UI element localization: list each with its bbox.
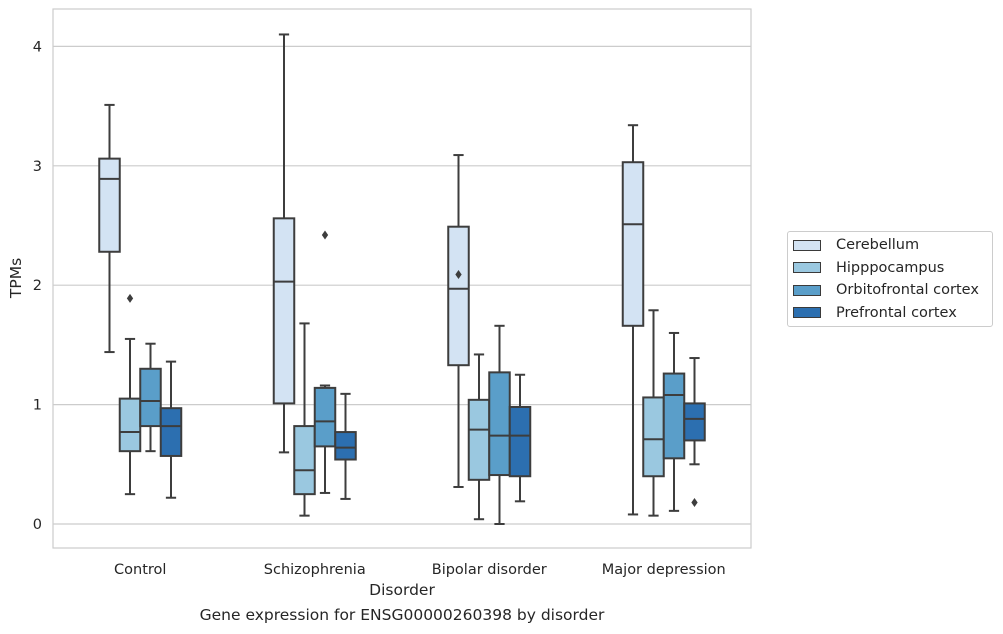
legend-swatch: [793, 307, 821, 318]
outlier-point: [321, 230, 329, 240]
box-iqr: [642, 396, 665, 478]
legend-item: Hipppocampus: [793, 259, 944, 277]
box-orbitofrontal-cortex-2: [488, 324, 511, 525]
x-tick-label: Bipolar disorder: [432, 562, 547, 578]
box-prefrontal-cortex-1: [334, 392, 357, 500]
outlier-point: [691, 498, 698, 508]
legend-label: Hipppocampus: [836, 259, 945, 276]
box-orbitofrontal-cortex-1: [313, 230, 337, 494]
x-tick-label: Major depression: [602, 562, 726, 578]
y-tick-label: 0: [33, 517, 42, 533]
box-hipppocampus-0: [118, 293, 142, 496]
box-iqr: [313, 386, 337, 448]
box-iqr: [334, 431, 357, 461]
box-hipppocampus-3: [642, 309, 665, 517]
box-iqr: [621, 161, 645, 327]
box-iqr: [508, 405, 532, 478]
box-cerebellum-1: [272, 33, 296, 454]
y-tick-label: 4: [33, 39, 42, 55]
box-cerebellum-3: [621, 124, 645, 516]
x-tick-label: Schizophrenia: [264, 562, 366, 578]
box-iqr: [272, 217, 296, 405]
outlier-point: [455, 269, 462, 279]
legend-label: Orbitofrontal cortex: [836, 282, 979, 298]
y-tick-label: 2: [33, 278, 42, 294]
box-iqr: [293, 425, 316, 496]
box-prefrontal-cortex-2: [508, 373, 532, 503]
x-axis-label: Disorder: [369, 581, 435, 599]
box-orbitofrontal-cortex-0: [139, 342, 162, 453]
figure-caption: Gene expression for ENSG00000260398 by d…: [199, 606, 605, 624]
legend-swatch: [793, 262, 821, 273]
y-tick-label: 3: [33, 159, 42, 175]
box-iqr: [683, 402, 706, 442]
box-iqr: [488, 371, 511, 477]
legend-swatch: [793, 239, 821, 251]
y-axis-label: TPMs: [7, 258, 25, 299]
box-iqr: [159, 407, 183, 457]
outlier-point: [126, 293, 134, 303]
box-iqr: [139, 367, 162, 428]
plot-frame: [52, 8, 752, 549]
legend-swatch: [793, 284, 821, 296]
y-tick-labels: 0 1 2 3 4: [33, 39, 42, 533]
legend-label: Prefrontal cortex: [836, 304, 957, 321]
legend-item: Orbitofrontal cortex: [793, 281, 979, 299]
box-cerebellum-2: [447, 154, 470, 488]
box-orbitofrontal-cortex-3: [662, 331, 686, 512]
box-plots: [98, 33, 706, 525]
box-iqr: [662, 372, 686, 460]
y-tick-label: 1: [33, 398, 42, 414]
box-cerebellum-0: [98, 103, 121, 354]
box-iqr: [447, 225, 470, 367]
legend-item: Prefrontal cortex: [793, 304, 957, 322]
x-tick-labels: Control Schizophrenia Bipolar disorder Majo…: [114, 562, 726, 578]
box-prefrontal-cortex-3: [683, 357, 706, 508]
legend: Cerebellum Hipppocampus Orbitofrontal cort…: [787, 231, 993, 327]
box-iqr: [118, 397, 142, 453]
legend-item: Cerebellum: [793, 236, 919, 254]
box-iqr: [467, 398, 491, 481]
box-prefrontal-cortex-0: [159, 360, 183, 499]
box-hipppocampus-2: [467, 353, 491, 521]
box-iqr: [98, 157, 121, 253]
x-tick-label: Control: [114, 562, 166, 578]
box-hipppocampus-1: [293, 322, 316, 517]
legend-label: Cerebellum: [836, 237, 920, 253]
